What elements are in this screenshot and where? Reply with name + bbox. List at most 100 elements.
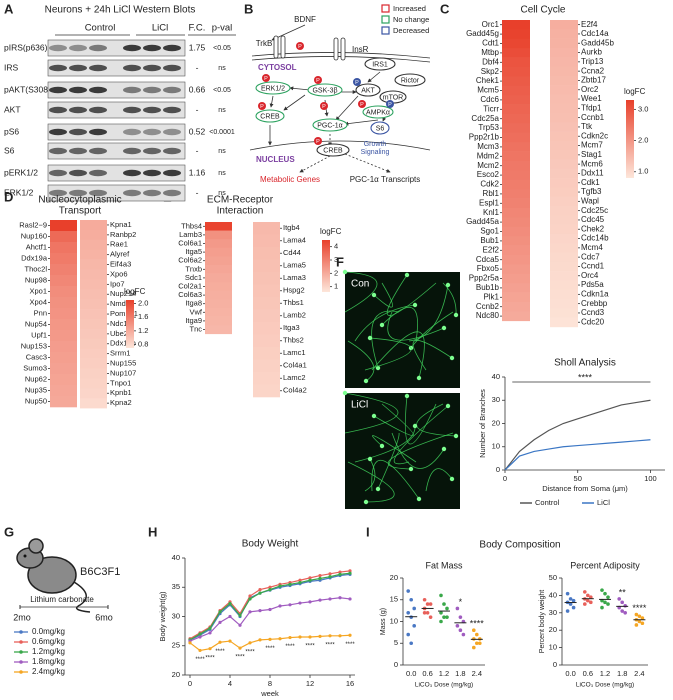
- heatmap-cell: [253, 347, 280, 360]
- data-point: [228, 639, 232, 643]
- heatmap-cell: [550, 20, 578, 30]
- heatmap-cell: [80, 328, 107, 340]
- blot-band: [49, 106, 67, 114]
- heatmap-cell: [550, 113, 578, 123]
- heatmap-cell: [550, 94, 578, 104]
- phospho-mark: [358, 100, 366, 108]
- gene-label: Ccnd3: [581, 308, 605, 317]
- blot-band: [69, 64, 87, 72]
- x-tick-label: 1.2: [439, 669, 449, 678]
- gene-label: Nup54: [25, 319, 47, 328]
- gene-label: Thbs4: [181, 221, 202, 230]
- heatmap-cell: [550, 261, 578, 272]
- gene-label: Ddx19a: [21, 253, 48, 262]
- heatmap-cell: [550, 271, 578, 281]
- receptor: [333, 37, 339, 61]
- colorbar-tick-label: 4: [334, 242, 338, 251]
- heatmap-cell: [253, 272, 280, 285]
- data-point: [586, 598, 590, 603]
- data-point: [298, 601, 302, 605]
- heatmap-cell: [550, 196, 578, 207]
- node-label: Rictor: [401, 77, 420, 84]
- panel-label: A: [4, 1, 14, 16]
- chart-title: Transport: [59, 206, 102, 217]
- heatmap-cell: [502, 255, 530, 265]
- blot-band: [143, 44, 161, 52]
- gene-label: Knl1: [483, 208, 500, 217]
- heatmap-cell: [80, 358, 107, 369]
- data-point: [600, 588, 604, 592]
- data-point: [338, 572, 342, 576]
- neurite: [408, 284, 449, 342]
- gene-label: Vwf: [189, 307, 202, 316]
- gene-label: Nup153: [21, 341, 47, 350]
- gene-label: Cdt1: [482, 39, 499, 48]
- series-line: [189, 572, 351, 641]
- heatmap-cell: [50, 253, 77, 265]
- data-point: [228, 602, 232, 606]
- data-point: [248, 641, 252, 645]
- data-point: [442, 615, 446, 619]
- data-point: [268, 585, 272, 589]
- y-tick-label: 20: [390, 573, 398, 582]
- soma: [412, 302, 418, 308]
- data-point: [198, 632, 202, 636]
- gene-label: Ipo7: [110, 279, 125, 288]
- heatmap-cell: [80, 388, 107, 399]
- data-point: [634, 623, 639, 627]
- heatmap-cell: [205, 325, 232, 335]
- data-point: [606, 595, 610, 599]
- node-label: IRS1: [372, 61, 388, 68]
- data-point: [475, 632, 479, 637]
- neurite: [412, 339, 453, 371]
- data-point: [637, 614, 642, 619]
- blot-band: [49, 189, 67, 197]
- gene-label: Ppp2r5a: [469, 274, 500, 283]
- heatmap-cell: [550, 140, 578, 151]
- gene-label: Aurkb: [581, 48, 602, 57]
- gene-label: Wapl: [581, 196, 599, 205]
- heatmap-cell: [50, 330, 77, 342]
- blot-band: [69, 147, 87, 155]
- data-point: [348, 633, 352, 637]
- treatment-label: Lithium carbonate: [30, 595, 94, 604]
- data-point: [268, 587, 272, 592]
- significance-label: ****: [345, 642, 355, 648]
- data-point: [640, 621, 645, 626]
- protein-label: pIRS(p636): [4, 42, 48, 52]
- y-tick-label: 10: [549, 643, 557, 652]
- data-point: [620, 600, 624, 605]
- heatmap-cell: [80, 398, 107, 409]
- fold-change: -: [196, 145, 199, 155]
- colorbar-tick-label: 0.8: [138, 340, 148, 349]
- y-tick-label: 40: [172, 553, 180, 562]
- data-point: [268, 637, 272, 641]
- gene-label: Nup50: [25, 396, 47, 405]
- compartment-label: NUCLEUS: [256, 155, 295, 164]
- heatmap-cell: [502, 236, 530, 246]
- legend-label: 2.4mg/kg: [32, 667, 65, 676]
- blot-band: [143, 169, 161, 177]
- neurite: [354, 425, 416, 463]
- soma: [441, 325, 447, 331]
- gene-label: Lamb2: [283, 311, 306, 320]
- heatmap-cell: [50, 308, 77, 320]
- node-label: CREB: [323, 147, 343, 154]
- neurite: [364, 337, 412, 371]
- blot-band: [143, 128, 161, 136]
- legend-label: Increased: [393, 4, 426, 13]
- significance-label: ****: [195, 657, 205, 663]
- gene-label: Mcm3: [477, 142, 499, 151]
- panel-label: C: [440, 1, 450, 16]
- phospho-mark: [296, 42, 304, 50]
- node-label: GSK-3β: [312, 87, 337, 94]
- gene-label: Itgb4: [283, 223, 300, 232]
- heatmap-cell: [50, 352, 77, 364]
- significance-label: ****: [235, 655, 245, 661]
- heatmap-cell: [80, 229, 107, 241]
- heatmap-cell: [550, 178, 578, 188]
- y-tick-label: 40: [549, 590, 557, 599]
- gene-label: Orc4: [581, 271, 599, 280]
- data-point: [268, 607, 272, 612]
